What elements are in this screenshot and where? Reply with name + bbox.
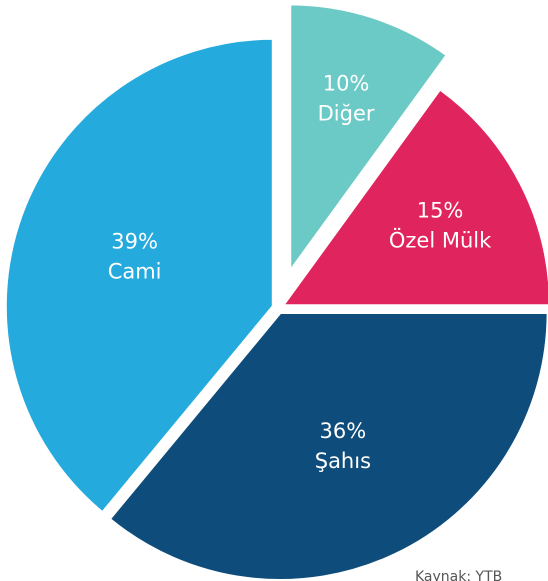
slice-label: Cami <box>108 259 162 283</box>
pie-slice <box>107 311 548 581</box>
pie-slice <box>279 86 548 308</box>
slice-percent: 36% <box>320 419 367 443</box>
slice-label: Şahıs <box>315 449 371 473</box>
slice-percent: 39% <box>111 229 158 253</box>
slice-label: Diğer <box>318 102 375 126</box>
pie-slice <box>288 2 450 277</box>
pie-slice <box>3 36 275 515</box>
source: Kaynak: YTB <box>415 569 502 581</box>
slice-label: Özel Mülk <box>389 227 492 252</box>
slice-percent: 15% <box>417 198 464 222</box>
slice-percent: 10% <box>323 72 370 96</box>
